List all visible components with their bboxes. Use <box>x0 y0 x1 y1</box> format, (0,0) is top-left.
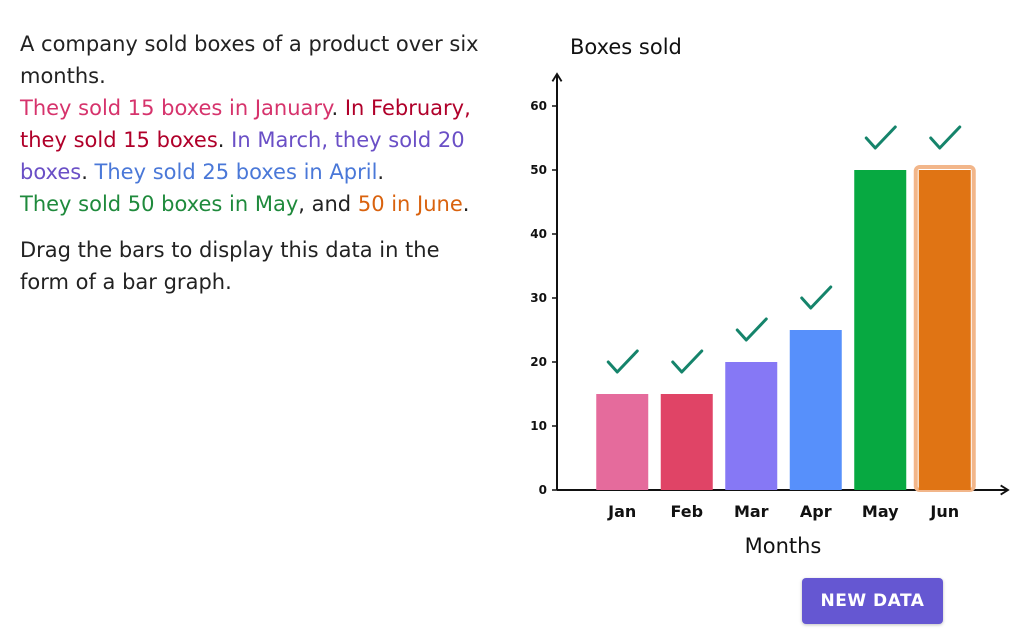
punctuation: . <box>217 128 232 152</box>
x-tick-label-may: May <box>862 502 899 521</box>
punctuation: . <box>377 160 385 184</box>
punctuation: . <box>331 96 345 120</box>
bar-feb[interactable] <box>660 394 713 490</box>
x-tick-label-jun: Jun <box>929 502 959 521</box>
checkmark-icon <box>929 125 962 150</box>
checkmark-icon <box>864 125 897 150</box>
bar-jun[interactable] <box>918 170 971 490</box>
may-statement: They sold 50 boxes in May <box>20 192 299 216</box>
june-statement: 50 in June <box>357 192 463 216</box>
x-tick-label-jan: Jan <box>607 502 636 521</box>
april-statement: They sold 25 boxes in April <box>94 160 378 184</box>
new-data-button[interactable]: NEW DATA <box>802 578 943 624</box>
x-tick-label-mar: Mar <box>734 502 769 521</box>
checkmark-icon <box>800 285 833 310</box>
y-tick-label: 0 <box>539 483 547 497</box>
january-statement: They sold 15 boxes in January <box>20 96 332 120</box>
bar-jan[interactable] <box>596 394 649 490</box>
y-tick-label: 60 <box>530 99 547 113</box>
y-tick-label: 20 <box>530 355 547 369</box>
data-description: They sold 15 boxes in January. In Februa… <box>20 92 480 220</box>
y-tick-label: 30 <box>530 291 547 305</box>
bar-apr[interactable] <box>789 330 842 490</box>
y-tick-label: 10 <box>530 419 547 433</box>
x-axis-label: Months <box>745 534 822 558</box>
intro-text: A company sold boxes of a product over s… <box>20 32 479 88</box>
checkmark-icon <box>606 349 639 374</box>
x-tick-label-apr: Apr <box>800 502 832 521</box>
prompt-text: A company sold boxes of a product over s… <box>20 28 480 298</box>
y-tick-label: 40 <box>530 227 547 241</box>
checkmark-icon <box>671 349 704 374</box>
bar-mar[interactable] <box>725 362 778 490</box>
y-axis-label: Boxes sold <box>570 35 682 59</box>
march-statement: In March, they sold 20 boxes <box>20 128 465 184</box>
x-tick-label-feb: Feb <box>670 502 703 521</box>
punctuation: . <box>462 192 470 216</box>
instruction-text: Drag the bars to display this data in th… <box>20 238 440 294</box>
bar-may[interactable] <box>854 170 907 490</box>
punctuation: . <box>81 160 95 184</box>
checkmark-icon <box>735 317 768 342</box>
y-tick-label: 50 <box>530 163 547 177</box>
february-statement: In February, they sold 15 boxes <box>20 96 471 152</box>
and-connector: , and <box>298 192 358 216</box>
